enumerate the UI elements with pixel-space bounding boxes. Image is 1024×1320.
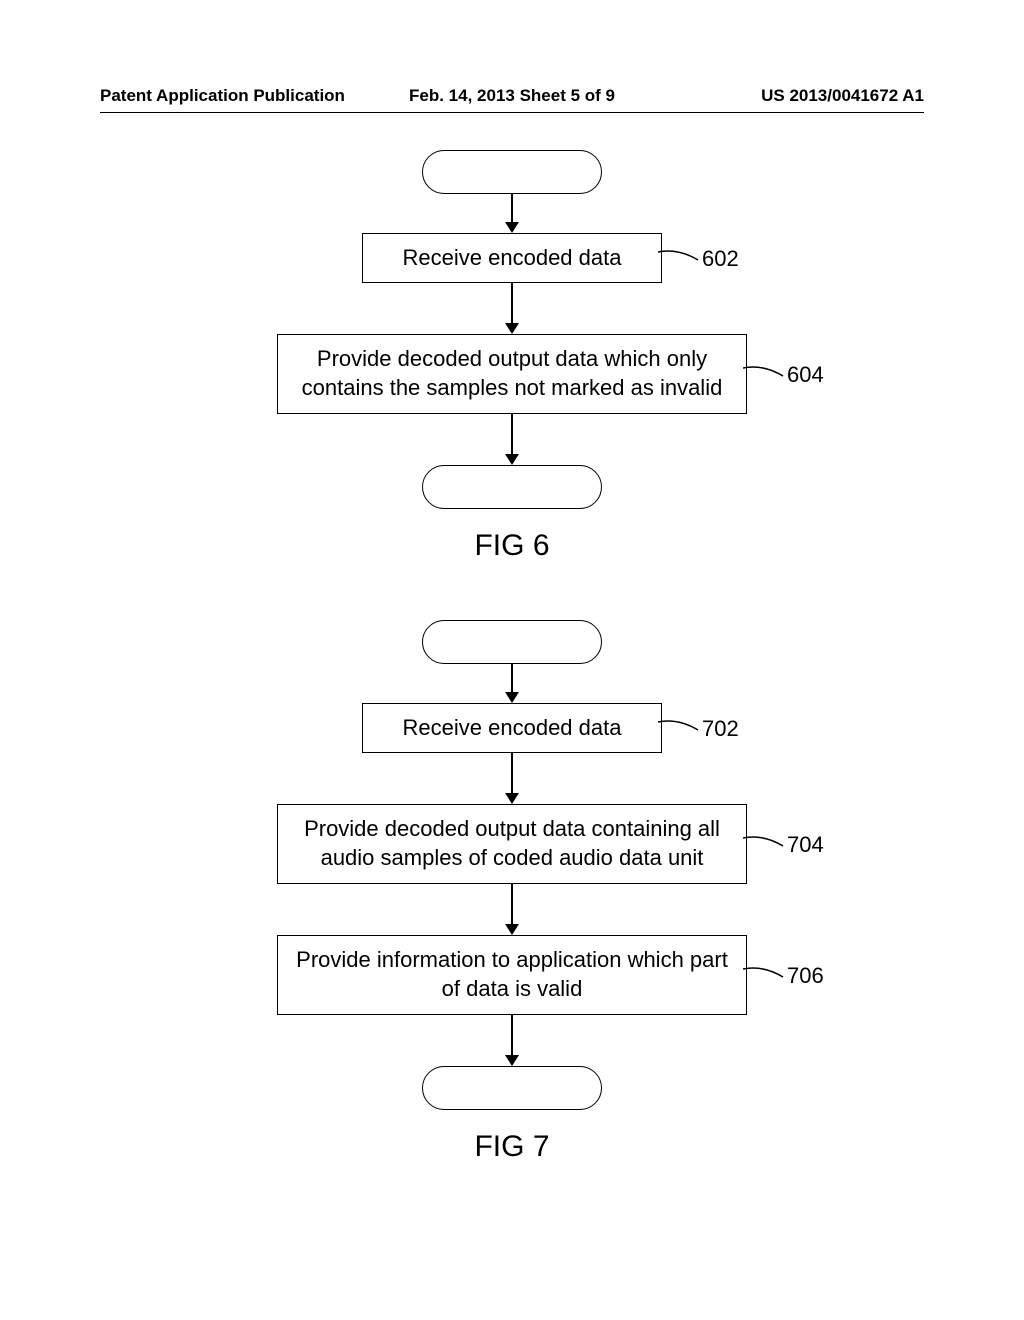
process-node: Receive encoded data (362, 703, 662, 753)
reference-number: 704 (787, 832, 824, 858)
process-text: Receive encoded data (403, 244, 622, 273)
flow-arrow (505, 1015, 519, 1066)
reference-number-text: 602 (702, 246, 739, 271)
header-right: US 2013/0041672 A1 (761, 86, 924, 106)
process-text: Provide decoded output data containing a… (290, 815, 734, 872)
reference-number: 604 (787, 362, 824, 388)
terminal-node (422, 150, 602, 194)
flow-arrow (505, 753, 519, 804)
terminal-node (422, 620, 602, 664)
page-header: Patent Application Publication Feb. 14, … (100, 86, 924, 106)
reference-number-text: 604 (787, 362, 824, 387)
process-node: Receive encoded data (362, 233, 662, 283)
header-rule (100, 112, 924, 113)
figure-7: Receive encoded data 702 Provide decoded o… (0, 620, 1024, 1164)
flow-arrow (505, 194, 519, 233)
flow-arrow (505, 884, 519, 935)
terminal-node (422, 1066, 602, 1110)
figure-label: FIG 7 (0, 1130, 1024, 1164)
process-text: Provide information to application which… (290, 946, 734, 1003)
figure-label: FIG 6 (0, 529, 1024, 563)
process-node: Provide decoded output data which only c… (277, 334, 747, 414)
process-node: Provide information to application which… (277, 935, 747, 1015)
flowchart: Receive encoded data 602 Provide decoded o… (0, 150, 1024, 509)
process-text: Provide decoded output data which only c… (290, 345, 734, 402)
header-left: Patent Application Publication (100, 86, 345, 106)
reference-number: 706 (787, 963, 824, 989)
flow-arrow (505, 414, 519, 465)
reference-number-text: 706 (787, 963, 824, 988)
header-center: Feb. 14, 2013 Sheet 5 of 9 (409, 86, 615, 106)
flowchart: Receive encoded data 702 Provide decoded o… (0, 620, 1024, 1110)
process-text: Receive encoded data (403, 714, 622, 743)
terminal-node (422, 465, 602, 509)
process-node: Provide decoded output data containing a… (277, 804, 747, 884)
reference-number-text: 702 (702, 716, 739, 741)
reference-number-text: 704 (787, 832, 824, 857)
reference-number: 702 (702, 716, 739, 742)
figure-6: Receive encoded data 602 Provide decoded o… (0, 150, 1024, 563)
flow-arrow (505, 283, 519, 334)
flow-arrow (505, 664, 519, 703)
reference-number: 602 (702, 246, 739, 272)
